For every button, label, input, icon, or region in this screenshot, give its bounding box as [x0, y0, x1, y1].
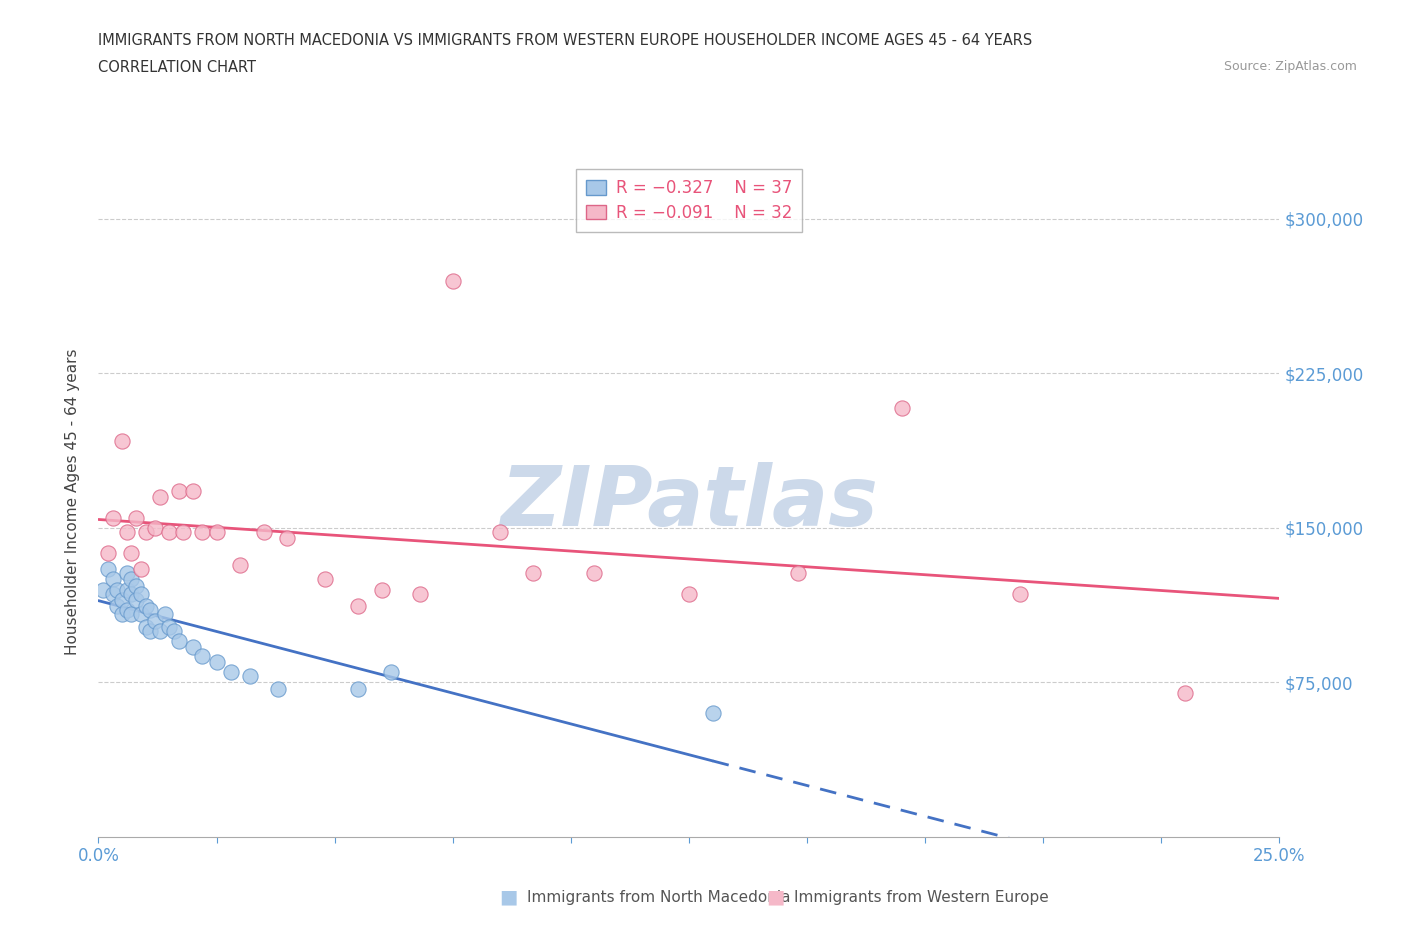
Point [135, 525, 157, 539]
Point [111, 607, 134, 622]
Point [143, 613, 166, 628]
Point [181, 640, 204, 655]
Point [121, 572, 143, 587]
Text: CORRELATION CHART: CORRELATION CHART [98, 60, 256, 75]
Point [239, 669, 262, 684]
Point [125, 578, 148, 593]
Point [786, 565, 808, 580]
Point [380, 665, 402, 680]
Point [678, 587, 700, 602]
Point [441, 273, 464, 288]
Point [153, 607, 176, 622]
Point [97, 562, 120, 577]
Point [253, 525, 276, 539]
Point [101, 572, 124, 587]
Point [408, 587, 430, 602]
Point [97, 545, 120, 560]
Point [125, 511, 148, 525]
Point [129, 562, 152, 577]
Point [143, 521, 166, 536]
Point [229, 558, 252, 573]
Point [157, 525, 180, 539]
Point [347, 599, 370, 614]
Point [101, 587, 124, 602]
Point [276, 531, 298, 546]
Point [121, 545, 143, 560]
Point [105, 582, 128, 597]
Y-axis label: Householder Income Ages 45 - 64 years: Householder Income Ages 45 - 64 years [65, 349, 80, 656]
Point [371, 582, 394, 597]
Point [219, 665, 242, 680]
Point [149, 623, 172, 638]
Point [157, 619, 180, 634]
Point [101, 511, 124, 525]
Text: Source: ZipAtlas.com: Source: ZipAtlas.com [1223, 60, 1357, 73]
Point [347, 681, 370, 696]
Text: ■: ■ [766, 888, 785, 907]
Point [167, 634, 190, 649]
Point [115, 565, 138, 580]
Point [172, 525, 194, 539]
Point [163, 623, 186, 638]
Legend: R = −0.327    N = 37, R = −0.091    N = 32: R = −0.327 N = 37, R = −0.091 N = 32 [575, 169, 803, 232]
Point [890, 401, 912, 416]
Point [105, 599, 128, 614]
Point [111, 592, 134, 607]
Point [702, 706, 724, 721]
Point [181, 484, 204, 498]
Point [1174, 685, 1197, 700]
Text: Immigrants from North Macedonia: Immigrants from North Macedonia [527, 890, 790, 905]
Point [489, 525, 512, 539]
Text: IMMIGRANTS FROM NORTH MACEDONIA VS IMMIGRANTS FROM WESTERN EUROPE HOUSEHOLDER IN: IMMIGRANTS FROM NORTH MACEDONIA VS IMMIG… [98, 33, 1032, 47]
Point [111, 434, 134, 449]
Point [314, 572, 336, 587]
Point [135, 619, 157, 634]
Point [191, 525, 214, 539]
Point [191, 648, 214, 663]
Point [115, 603, 138, 618]
Point [205, 525, 228, 539]
Point [267, 681, 290, 696]
Point [167, 484, 190, 498]
Point [522, 565, 544, 580]
Text: ZIPatlas: ZIPatlas [501, 461, 877, 543]
Point [139, 603, 162, 618]
Point [121, 607, 143, 622]
Point [135, 599, 157, 614]
Point [125, 592, 148, 607]
Point [1008, 587, 1031, 602]
Point [139, 623, 162, 638]
Point [583, 565, 606, 580]
Point [129, 587, 152, 602]
Point [115, 582, 138, 597]
Point [121, 587, 143, 602]
Text: ■: ■ [499, 888, 517, 907]
Point [115, 525, 138, 539]
Text: Immigrants from Western Europe: Immigrants from Western Europe [794, 890, 1049, 905]
Point [205, 655, 228, 670]
Point [91, 582, 114, 597]
Point [149, 489, 172, 504]
Point [129, 607, 152, 622]
